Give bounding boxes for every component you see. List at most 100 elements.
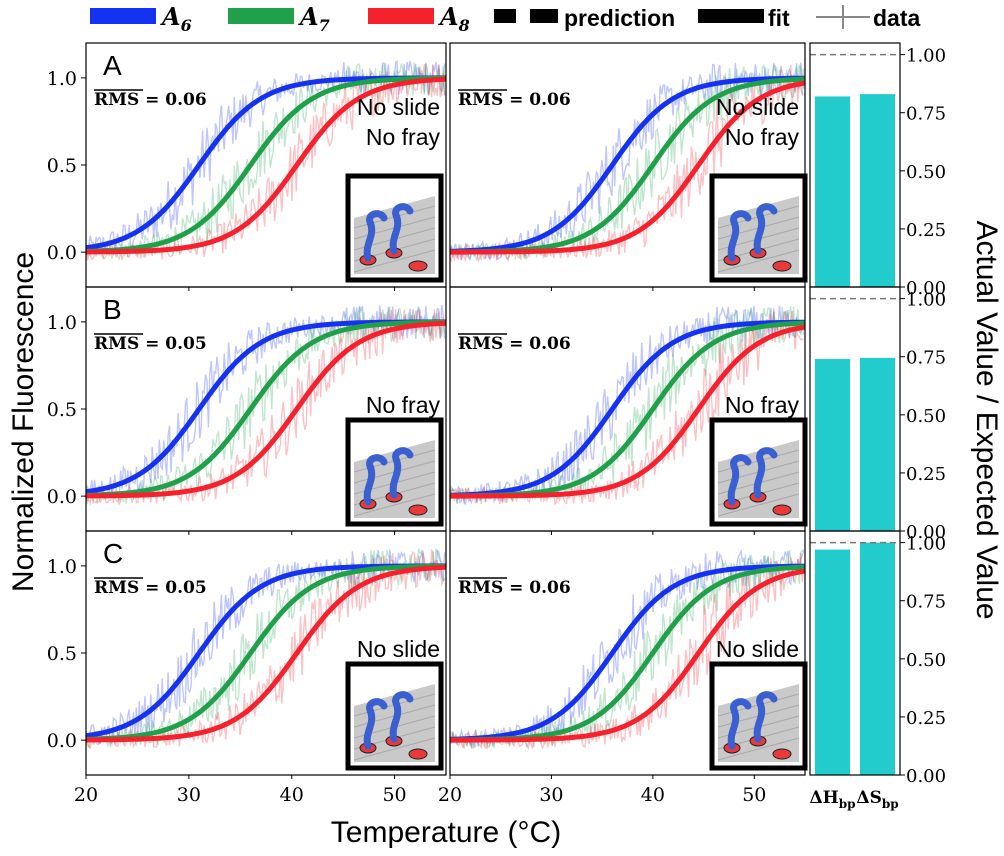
bar-y-tick-label: 0.50	[906, 406, 946, 427]
rms-label: RMS = 0.05	[94, 334, 207, 354]
fit-curve-A7	[86, 319, 446, 498]
bar-y-tick-label: 0.75	[906, 348, 946, 369]
legend-dash-1	[494, 9, 516, 23]
strand-2	[753, 691, 778, 743]
data-trace-A7	[86, 548, 446, 749]
bar-y-tick-label: 1.00	[906, 290, 946, 311]
data-trace-A6	[450, 305, 805, 506]
inset-label: No slide	[716, 636, 799, 662]
y-tick-label: 0.5	[47, 155, 77, 177]
fit-curve-A8	[450, 324, 805, 499]
bar-y-tick-label: 0.75	[906, 104, 946, 125]
strand-2	[389, 691, 414, 743]
y-tick-label: 1.0	[47, 68, 77, 90]
strand-1	[727, 698, 752, 750]
target-site	[408, 504, 428, 516]
y-tick-label: 0.5	[47, 399, 77, 421]
panel-letter-A: A	[103, 50, 122, 81]
inset-image	[345, 173, 444, 283]
bar-y-tick-label: 0.50	[906, 162, 946, 183]
bar-ΔSbp	[859, 94, 896, 287]
strand-1	[363, 698, 388, 750]
bar-y-tick-label: 0.25	[906, 220, 946, 241]
bar-ΔSbp	[859, 357, 896, 531]
bar-y-tick-label: 1.00	[906, 46, 946, 67]
inset-image	[345, 661, 444, 771]
tile-line	[353, 737, 436, 761]
x-tick-label: 40	[641, 784, 665, 806]
strand-1	[363, 454, 388, 506]
legend-label-data: data	[873, 5, 921, 31]
inset-label: No fray	[366, 392, 441, 418]
bar-y-tick-label: 0.00	[906, 278, 946, 299]
inset-label: No fray	[725, 392, 800, 418]
fit-curve-A7	[86, 563, 446, 742]
y-tick-label: 0.0	[47, 242, 77, 264]
data-layer	[450, 61, 805, 263]
legend-label-prediction: prediction	[564, 5, 675, 31]
rms-label: RMS = 0.05	[94, 578, 207, 598]
legend-swatch-A7	[228, 8, 294, 24]
bar-y-tick-label: 0.00	[906, 522, 946, 543]
fit-curve-A6	[450, 75, 805, 254]
right-axis-label: Actual Value / Expected Value	[970, 220, 1003, 619]
x-axis-label: Temperature (°C)	[331, 816, 561, 849]
y-tick-label: 1.0	[47, 556, 77, 578]
bar-panel-B: 0.00 0.25 0.50 0.75 1.00	[809, 286, 946, 543]
tile-line	[717, 493, 800, 517]
bar-ΔHbp	[814, 549, 851, 775]
y-tick-label: 1.0	[47, 312, 77, 334]
panel-frame	[449, 530, 806, 776]
inset-label: No fray	[725, 124, 800, 150]
strand-2	[389, 203, 414, 255]
target-site	[772, 260, 792, 272]
y-tick-label: 0.0	[47, 730, 77, 752]
bar-category-label: ΔSbp	[856, 788, 898, 811]
y-tick-label: 0.0	[47, 486, 77, 508]
tile-line	[717, 249, 800, 273]
bar-panel-frame	[809, 530, 901, 776]
bar-y-tick-label: 0.25	[906, 464, 946, 485]
data-trace-A7	[450, 548, 805, 749]
strand-2	[389, 447, 414, 499]
x-tick-label: 50	[382, 784, 406, 806]
bar-y-tick-label: 0.50	[906, 650, 946, 671]
fit-curve-A8	[86, 76, 446, 255]
legend-label-A8: A8	[438, 2, 470, 35]
bar-y-tick-label: 1.00	[906, 534, 946, 555]
data-trace-A6	[86, 59, 446, 255]
target-site	[772, 748, 792, 760]
bar-y-tick-label: 0.25	[906, 708, 946, 729]
fit-curve-A7	[86, 75, 446, 254]
data-layer	[450, 305, 805, 506]
bar-panel-A: 0.00 0.25 0.50 0.75 1.00	[809, 42, 946, 299]
y-axis-label: Normalized Fluorescence	[7, 252, 40, 592]
inset-label: No slide	[357, 94, 440, 120]
legend-dash-2	[530, 9, 558, 23]
strand-2	[753, 447, 778, 499]
data-trace-A7	[450, 63, 805, 261]
rms-label: RMS = 0.06	[458, 578, 571, 598]
bar-y-tick-label: 0.00	[906, 766, 946, 787]
panel-A-left: 0.0 0.5 1.0 A RMS = 0.06 No slide No fray	[47, 42, 447, 291]
rms-label: RMS = 0.06	[458, 90, 571, 110]
inset-label: No slide	[716, 94, 799, 120]
tile-line	[353, 493, 436, 517]
rms-label: RMS = 0.06	[458, 334, 571, 354]
data-layer	[450, 548, 805, 751]
fit-curve-A6	[450, 319, 805, 498]
bar-ΔSbp	[859, 542, 896, 775]
target-site	[408, 260, 428, 272]
panel-C-right: 20 30 40 50 RMS = 0.06 No slide	[438, 530, 808, 806]
data-layer	[86, 59, 446, 261]
data-trace-A6	[86, 304, 446, 502]
fit-curve-A8	[86, 320, 446, 499]
y-tick-label: 0.5	[47, 643, 77, 665]
data-layer	[86, 548, 446, 750]
strand-1	[727, 210, 752, 262]
panel-C-left: 0.0 0.5 1.0 20 30 40 50 C RMS = 0.05 No slide	[47, 530, 447, 806]
tile-line	[353, 249, 436, 273]
panel-B-right: RMS = 0.06 No fray	[449, 286, 808, 535]
